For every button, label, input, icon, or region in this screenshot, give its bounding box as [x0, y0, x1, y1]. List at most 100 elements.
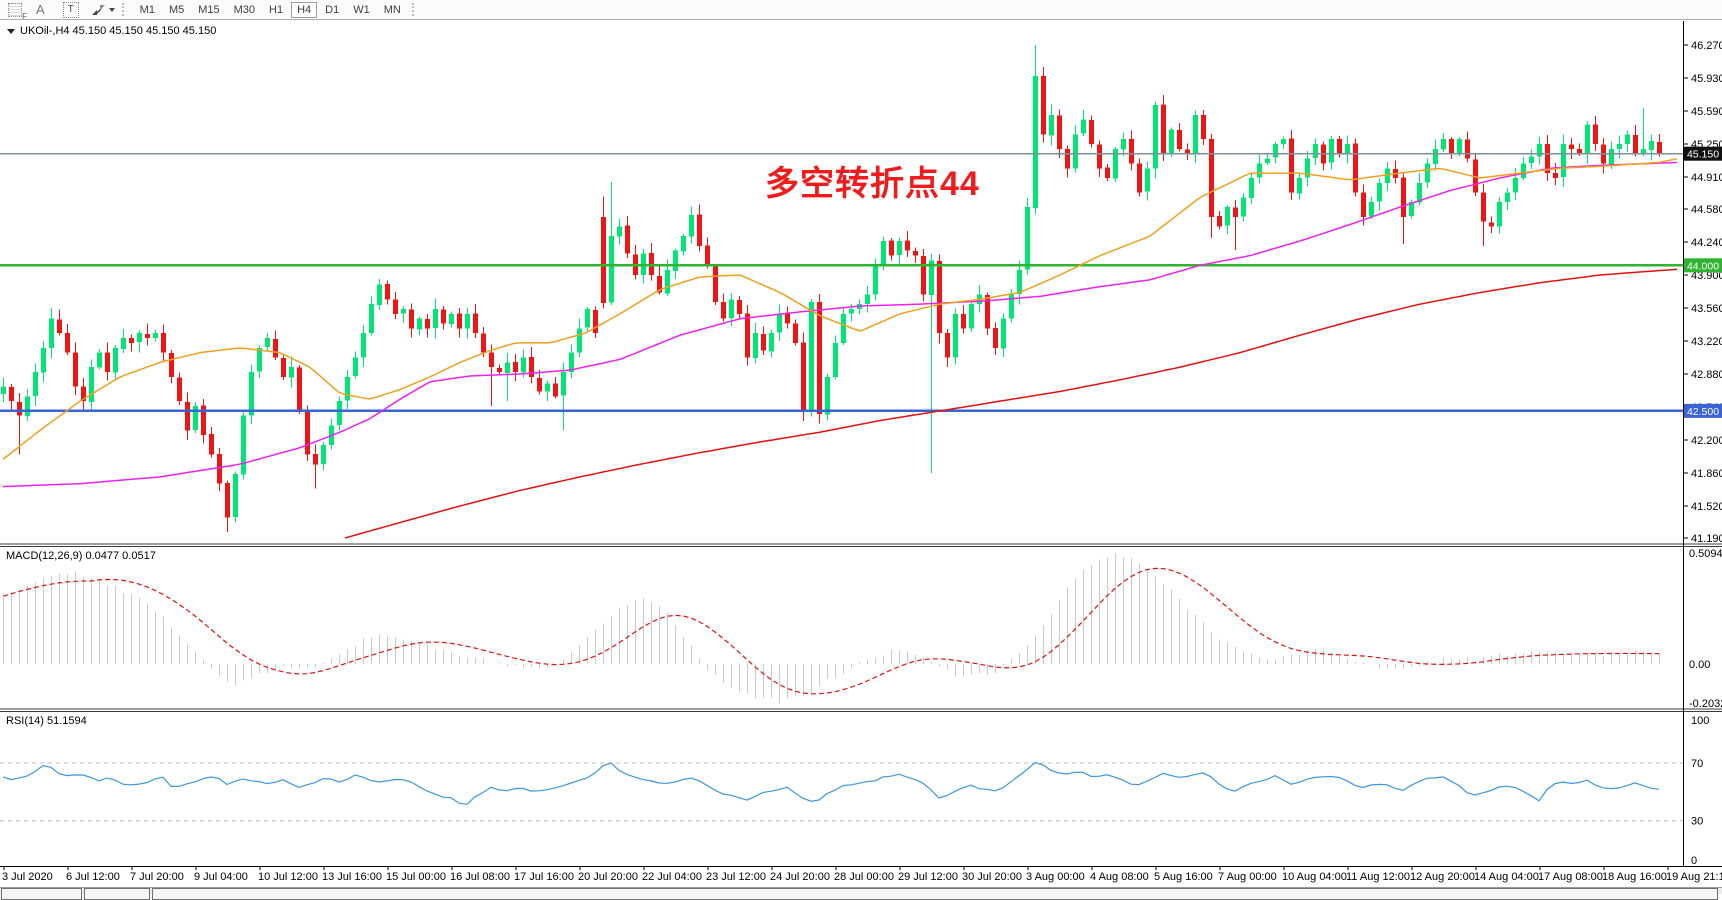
candle — [1153, 105, 1158, 169]
text-label-tool[interactable]: A — [30, 2, 51, 18]
rsi-tick-label: 30 — [1691, 816, 1703, 828]
timeframe-h4-button[interactable]: H4 — [291, 1, 318, 18]
candle — [905, 240, 910, 251]
timeframe-mn-button[interactable]: MN — [378, 2, 407, 18]
candle — [521, 357, 526, 373]
candle — [1177, 129, 1182, 149]
price-badge-label: 42.500 — [1687, 406, 1719, 418]
chart-tab[interactable] — [1, 888, 82, 900]
collapse-triangle-icon[interactable] — [7, 29, 15, 34]
candle — [921, 255, 926, 295]
price-tick-label: 45.590 — [1691, 106, 1722, 118]
candle — [489, 352, 494, 368]
time-tick-label: 3 Jul 2020 — [2, 871, 53, 883]
candle — [1025, 207, 1030, 270]
candle — [137, 333, 142, 343]
candle — [665, 270, 670, 294]
candle — [73, 352, 78, 387]
text-tool[interactable]: T — [57, 1, 85, 18]
candle — [33, 372, 38, 396]
arrows-tool[interactable] — [91, 2, 115, 18]
time-tick-label: 3 Aug 00:00 — [1026, 871, 1085, 883]
candle — [513, 361, 518, 373]
candle — [649, 252, 654, 276]
ma-fast — [2, 158, 1678, 460]
candle — [1001, 318, 1006, 349]
time-tick-label: 7 Jul 20:00 — [130, 871, 184, 883]
candle — [1337, 138, 1342, 154]
candle — [1329, 139, 1334, 163]
candle — [49, 318, 54, 348]
time-tick-label: 17 Aug 08:00 — [1538, 871, 1603, 883]
candle — [697, 214, 702, 246]
price-tick-label: 44.580 — [1691, 204, 1722, 216]
macd-tick-label: 0.5094 — [1689, 548, 1722, 560]
chart-tab[interactable] — [84, 888, 150, 900]
candle — [153, 333, 158, 338]
candle — [273, 339, 278, 358]
candle — [1465, 139, 1470, 159]
timeframe-m30-button[interactable]: M30 — [228, 2, 261, 18]
candle — [609, 236, 614, 303]
macd-signal-line — [2, 567, 1660, 695]
candle — [1473, 159, 1478, 193]
toolbar: F A T M1 M5 M15 M30 H1 H4 D1 W1 MN — [0, 0, 1722, 21]
candle — [1241, 197, 1246, 217]
candle — [401, 308, 406, 314]
candle — [1161, 104, 1166, 154]
candle — [1505, 192, 1510, 203]
timeframe-m1-button[interactable]: M1 — [134, 2, 161, 18]
ma-slow — [344, 268, 1678, 539]
candle — [1289, 138, 1294, 193]
candle — [97, 352, 102, 368]
timeframe-h1-button[interactable]: H1 — [263, 2, 289, 18]
candle — [177, 377, 182, 402]
candle — [889, 240, 894, 256]
candle — [1201, 115, 1206, 140]
candle — [705, 245, 710, 266]
candle — [825, 376, 830, 415]
chevron-down-icon — [108, 7, 115, 12]
time-tick-label: 5 Aug 16:00 — [1154, 871, 1213, 883]
macd-tick-label: 0.00 — [1689, 659, 1710, 671]
candle — [497, 367, 502, 373]
chart-annotation[interactable]: 多空转折点44 — [765, 165, 980, 203]
candle — [833, 342, 838, 377]
candle — [241, 415, 246, 475]
price-tick-label: 41.190 — [1691, 533, 1722, 545]
candle — [321, 444, 326, 464]
timeframe-m15-button[interactable]: M15 — [192, 2, 225, 18]
grid-icon — [8, 2, 22, 17]
candle — [769, 333, 774, 352]
price-tick-label: 44.910 — [1691, 172, 1722, 184]
candle — [201, 405, 206, 436]
candle — [673, 250, 678, 271]
candle — [1497, 202, 1502, 227]
candle — [1033, 76, 1038, 208]
candle — [601, 216, 606, 304]
rsi-line — [2, 761, 1660, 805]
candle — [1009, 294, 1014, 319]
candle — [1209, 138, 1214, 217]
candle — [1513, 177, 1518, 193]
candle — [425, 318, 430, 329]
grid-tool-icon[interactable]: F — [6, 2, 27, 21]
chart-surface[interactable]: 46.27045.93045.59045.25044.91044.58044.2… — [0, 21, 1722, 894]
time-tick-label: 17 Jul 16:00 — [514, 871, 574, 883]
time-tick-label: 11 Aug 12:00 — [1346, 871, 1410, 883]
chart-tab[interactable] — [152, 888, 1718, 900]
timeframe-w1-button[interactable]: W1 — [347, 2, 376, 18]
candle — [625, 225, 630, 254]
candle — [1377, 182, 1382, 202]
candle — [1353, 143, 1358, 193]
candle — [945, 333, 950, 358]
price-badge-label: 44.000 — [1687, 260, 1719, 272]
candle — [145, 333, 150, 339]
candle — [577, 328, 582, 353]
candle — [1593, 124, 1598, 144]
timeframe-d1-button[interactable]: D1 — [319, 2, 345, 18]
timeframe-m5-button[interactable]: M5 — [163, 2, 190, 18]
candle — [1433, 148, 1438, 164]
candle — [1657, 141, 1662, 154]
candle — [129, 338, 134, 343]
